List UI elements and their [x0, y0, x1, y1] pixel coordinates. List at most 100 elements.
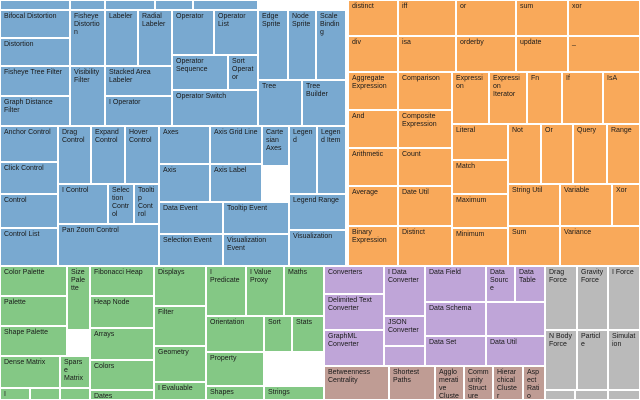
treemap-cell-edge-sprite: Edge Sprite	[258, 10, 288, 80]
treemap-cell-expression: Expression	[452, 72, 489, 124]
treemap-cell-data-field: Data Field	[425, 266, 486, 302]
treemap-cell-comparison: Comparison	[398, 72, 452, 110]
treemap-cell-sum: Sum	[508, 226, 560, 266]
treemap-cell-tooltip-event: Tooltip Event	[223, 202, 289, 234]
treemap-cell-node-sprite: Node Sprite	[288, 10, 316, 80]
treemap-cell-legend-range: Legend Range	[289, 194, 346, 230]
treemap-cell-orderby: orderby	[456, 36, 516, 72]
treemap-cell-i-force: I Force	[608, 266, 640, 330]
treemap-cell-visibility-filter: Visibility Filter	[70, 66, 105, 126]
treemap-cell-size-palette: Size Palette	[67, 266, 90, 330]
treemap-cell-heap-node: Heap Node	[90, 296, 154, 328]
treemap-cell-shape-palette: Shape Palette	[0, 326, 67, 356]
treemap-cell-legend-item: Legend Item	[317, 126, 346, 194]
treemap-cell-binary-expression: Binary Expression	[348, 226, 398, 266]
treemap-cell-distortion: Distortion	[0, 38, 70, 66]
treemap-cell	[193, 0, 258, 10]
treemap-cell	[384, 346, 425, 366]
treemap-cell-operator: Operator	[172, 10, 214, 55]
treemap-cell-arithmetic: Arithmetic	[348, 148, 398, 186]
treemap-cell-data-util: Data Util	[486, 336, 545, 366]
treemap-cell-expression-iterator: Expression Iterator	[489, 72, 527, 124]
treemap-cell-pan-zoom-control: Pan Zoom Control	[58, 224, 159, 266]
treemap-cell-fibonacci-heap: Fibonacci Heap	[90, 266, 154, 296]
treemap-cell-dates: Dates	[90, 390, 154, 400]
treemap-cell-string-util: String Util	[508, 184, 560, 226]
treemap-cell-radial-labeler: Radial Labeler	[138, 10, 172, 66]
treemap-cell-sort-operator: Sort Operator	[228, 55, 258, 90]
treemap-cell-n-body-force: N Body Force	[545, 330, 577, 390]
treemap-cell-xor: xor	[568, 0, 640, 36]
treemap-cell-hover-control: Hover Control	[125, 126, 159, 184]
treemap-cell-axis: Axis	[159, 164, 210, 202]
treemap-cell-operator-sequence: Operator Sequence	[172, 55, 228, 90]
treemap-cell-i-matrix: I Matrix	[0, 388, 30, 400]
treemap-cell-axis-grid-line: Axis Grid Line	[210, 126, 262, 164]
treemap-cell-color-palette: Color Palette	[0, 266, 67, 296]
treemap-cell-sparse-matrix: Sparse Matrix	[60, 356, 90, 388]
treemap-cell-json-converter: JSON Converter	[384, 316, 425, 346]
treemap-cell-operator-list: Operator List	[214, 10, 258, 55]
treemap-cell-if: If	[562, 72, 603, 124]
treemap-cell-distinct: Distinct	[398, 226, 452, 266]
treemap-cell	[155, 0, 193, 10]
treemap-cell-and: And	[348, 110, 398, 148]
treemap-cell-match: Match	[452, 160, 508, 194]
treemap-cell-displays: Displays	[154, 266, 206, 306]
treemap-cell-update: update	[516, 36, 568, 72]
treemap-cell-filter: Filter	[154, 306, 206, 346]
treemap-cell-stats: Stats	[292, 316, 324, 352]
treemap-cell-graphml-converter: GraphML Converter	[324, 330, 384, 366]
treemap-cell-palette: Palette	[0, 296, 67, 326]
treemap-cell-average: Average	[348, 186, 398, 226]
treemap-cell-dense-matrix: Dense Matrix	[0, 356, 60, 388]
treemap-cell-date-util: Date Util	[398, 186, 452, 226]
treemap-cell-colors: Colors	[90, 360, 154, 390]
treemap-cell-range: Range	[607, 124, 640, 184]
treemap-cell-data-set: Data Set	[425, 336, 486, 366]
treemap-cell-visualization: Visualization	[289, 230, 346, 266]
treemap-cell-distinct: distinct	[348, 0, 398, 36]
treemap-cell-stacked-area-labeler: Stacked Area Labeler	[105, 66, 172, 96]
treemap-cell-variable: Variable	[560, 184, 612, 226]
treemap-cell-maths: Maths	[284, 266, 324, 316]
treemap-cell-drag-force: Drag Force	[545, 266, 577, 330]
treemap-cell-operator-switch: Operator Switch	[172, 90, 258, 126]
treemap-cell-literal: Literal	[452, 124, 508, 160]
treemap-cell-particle: Particle	[577, 330, 608, 390]
treemap-cell-i-predicate: I Predicate	[206, 266, 246, 316]
treemap-cell-arrays: Arrays	[90, 328, 154, 360]
treemap-cell	[70, 0, 105, 10]
treemap-cell-scale-binding: Scale Binding	[316, 10, 346, 80]
treemap-cell-xor: Xor	[612, 184, 640, 226]
treemap-cell-community-structure: Community Structure	[464, 366, 493, 400]
treemap-cell-composite-expression: Composite Expression	[398, 110, 452, 148]
treemap-cell-div: div	[348, 36, 398, 72]
treemap-cell-selection-control: Selection Control	[108, 184, 134, 224]
treemap-cell	[575, 390, 608, 400]
treemap-cell-strings: Strings	[264, 386, 324, 400]
treemap-cell-i-control: I Control	[58, 184, 108, 224]
treemap-cell	[608, 390, 640, 400]
treemap-cell-shortest-paths: Shortest Paths	[389, 366, 435, 400]
treemap-cell-fisheye-tree-filter: Fisheye Tree Filter	[0, 66, 70, 96]
treemap-cell-data-source: Data Source	[486, 266, 515, 302]
treemap-cell-maximum: Maximum	[452, 194, 508, 228]
treemap-cell-i-evaluable: I Evaluable	[154, 382, 206, 400]
treemap-cell-aspect-ratio-banker: Aspect Ratio Banker	[523, 366, 545, 400]
treemap-cell-property: Property	[206, 352, 264, 386]
treemap-cell-converters: Converters	[324, 266, 384, 294]
treemap-cell-graph-distance-filter: Graph Distance Filter	[0, 96, 70, 126]
treemap-cell-anchor-control: Anchor Control	[0, 126, 58, 162]
treemap-cell-or: or	[456, 0, 516, 36]
treemap-cell-sort: Sort	[264, 316, 292, 352]
treemap-cell-sum: sum	[516, 0, 568, 36]
treemap-cell-or: Or	[541, 124, 573, 184]
treemap-cell-control-list: Control List	[0, 228, 58, 266]
treemap-cell	[0, 0, 70, 10]
treemap-cell	[545, 390, 575, 400]
treemap-cell-visualization-event: Visualization Event	[223, 234, 289, 266]
treemap-cell-isa: IsA	[603, 72, 640, 124]
treemap-cell-query: Query	[573, 124, 607, 184]
treemap-cell-control: Control	[0, 194, 58, 228]
